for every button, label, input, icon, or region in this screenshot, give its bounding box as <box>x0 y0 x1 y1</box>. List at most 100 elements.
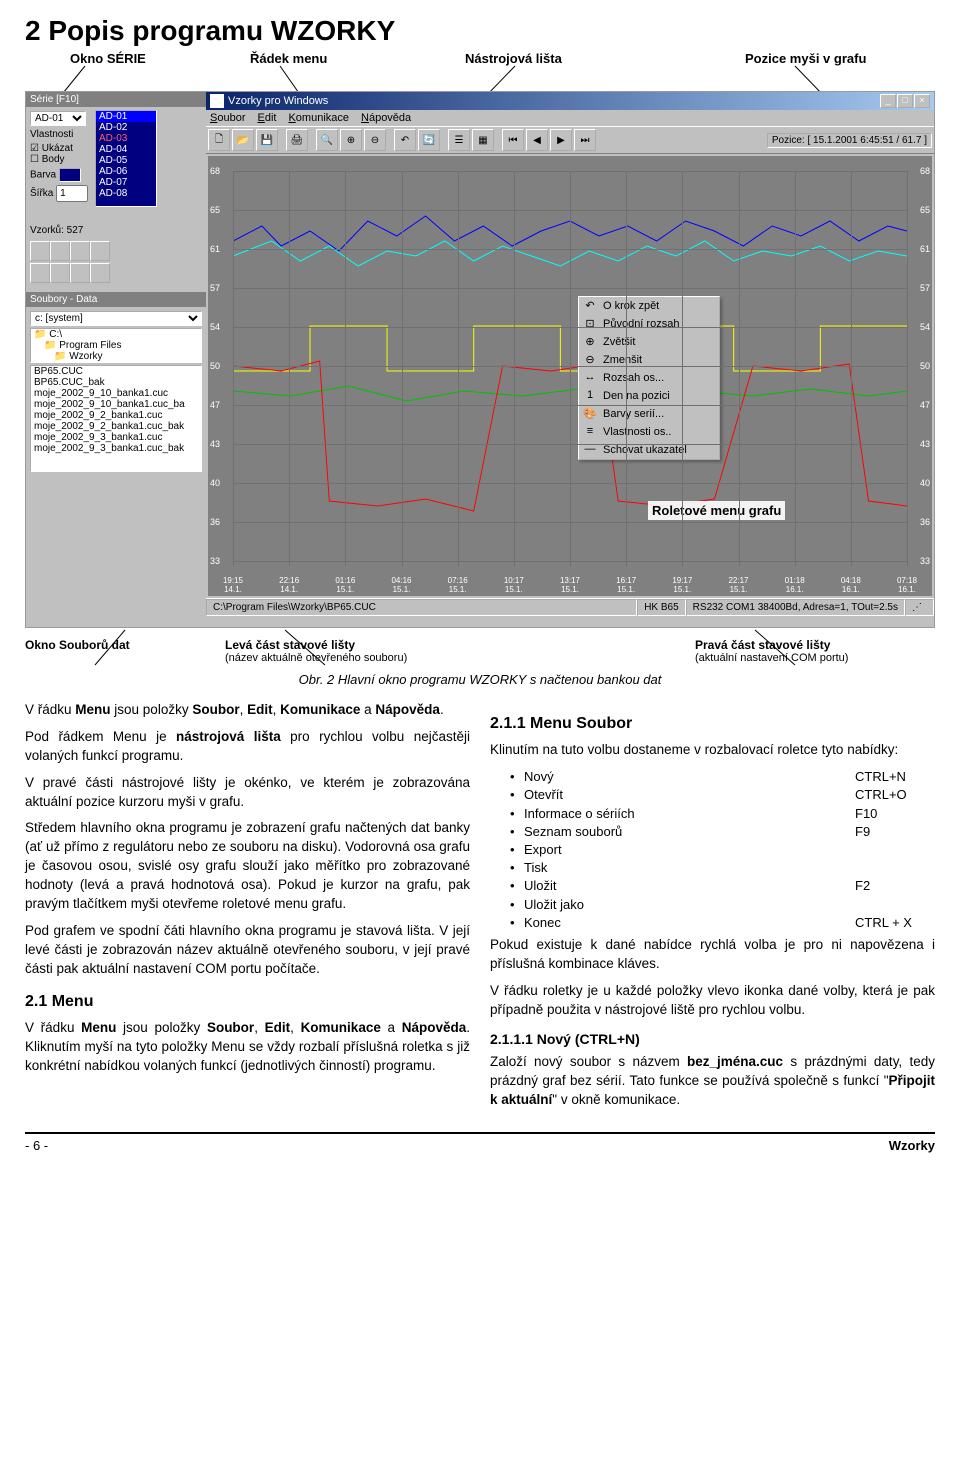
file-item[interactable]: moje_2002_9_2_banka1.cuc <box>31 410 201 421</box>
menu-item[interactable]: Soubor <box>210 112 245 124</box>
ctx-icon: ≡ <box>582 425 598 441</box>
ctx-menu-item[interactable]: ↔Rozsah os... <box>579 369 719 387</box>
layout-grid-1 <box>30 241 202 283</box>
grid-line-v <box>795 171 796 566</box>
tool-last[interactable]: ⏭ <box>574 129 596 151</box>
tool-list[interactable]: ☰ <box>448 129 470 151</box>
body-p4: Středem hlavního okna programu je zobraz… <box>25 819 470 913</box>
screenshot-container: Série [F10] AD-01 Vlastnosti ☑ Ukázat ☐ … <box>25 91 935 628</box>
window-title: Vzorky pro Windows <box>228 95 328 107</box>
grid-line-v <box>907 171 908 566</box>
ctx-menu-item[interactable]: 🎨Barvy serií... <box>579 405 719 423</box>
serie-list-item[interactable]: AD-02 <box>96 122 156 133</box>
ctx-menu-item[interactable]: 1Den na pozici <box>579 387 719 405</box>
y-tick-left: 47 <box>210 400 220 410</box>
chk-body[interactable]: ☐ Body <box>30 154 88 165</box>
ann-toolbar: Nástrojová lišta <box>465 51 562 66</box>
dir-item[interactable]: 📁 C:\ <box>31 329 201 340</box>
grid-btn[interactable] <box>90 263 110 283</box>
x-tick: 10:1715.1. <box>489 576 539 594</box>
tool-refresh[interactable]: 🔄 <box>418 129 440 151</box>
serie-select[interactable]: AD-01 <box>30 111 86 126</box>
resize-grip[interactable]: ⋰ <box>905 599 934 616</box>
tool-zoom-in[interactable]: ⊕ <box>340 129 362 151</box>
ctx-icon: ↔ <box>582 371 598 387</box>
ctx-menu-item[interactable]: ≡Vlastnosti os.. <box>579 423 719 441</box>
grid-btn[interactable] <box>50 263 70 283</box>
maximize-btn[interactable]: □ <box>897 94 913 108</box>
main-window: Vzorky pro Windows _ □ × Soubor Edit Komun… <box>206 92 934 627</box>
grid-btn[interactable] <box>70 263 90 283</box>
file-item[interactable]: moje_2002_9_10_banka1.cuc_ba <box>31 399 201 410</box>
ctx-menu-item[interactable]: ⊡Původní rozsah <box>579 315 719 333</box>
menu-item[interactable]: Komunikace <box>288 112 349 124</box>
top-annotations: Okno SÉRIE Řádek menu Nástrojová lišta P… <box>25 51 935 91</box>
grid-btn[interactable] <box>70 241 90 261</box>
grid-line-v <box>458 171 459 566</box>
ctx-icon: 1 <box>582 389 598 405</box>
file-item[interactable]: BP65.CUC_bak <box>31 377 201 388</box>
file-item[interactable]: moje_2002_9_3_banka1.cuc_bak <box>31 443 201 454</box>
close-btn[interactable]: × <box>914 94 930 108</box>
tool-open[interactable]: 📂 <box>232 129 254 151</box>
ctx-menu-item[interactable]: ⊕Zvětšit <box>579 333 719 351</box>
grid-btn[interactable] <box>30 241 50 261</box>
ctx-icon: ⊡ <box>582 317 598 333</box>
menu-item[interactable]: Edit <box>257 112 276 124</box>
drive-select[interactable]: c: [system] <box>30 311 202 326</box>
tool-prev[interactable]: ◀ <box>526 129 548 151</box>
x-tick: 22:1614.1. <box>264 576 314 594</box>
ctx-menu-item[interactable]: ↶O krok zpět <box>579 297 719 315</box>
dir-item[interactable]: 📁 Program Files <box>31 340 201 351</box>
chart-area[interactable]: ↶O krok zpět⊡Původní rozsah⊕Zvětšit⊖Zmen… <box>208 156 932 596</box>
dir-tree[interactable]: 📁 C:\📁 Program Files📁 Wzorky <box>30 328 202 363</box>
serie-list-item[interactable]: AD-05 <box>96 155 156 166</box>
grid-btn[interactable] <box>50 241 70 261</box>
soubor-menu-item: •Seznam souborůF9 <box>490 823 935 841</box>
tool-zoom-out[interactable]: ⊖ <box>364 129 386 151</box>
grid-btn[interactable] <box>30 263 50 283</box>
soubor-menu-item: •Export <box>490 841 935 859</box>
tool-save[interactable]: 💾 <box>256 129 278 151</box>
y-tick-right: 61 <box>920 244 930 254</box>
tool-next[interactable]: ▶ <box>550 129 572 151</box>
status-left: C:\Program Files\Wzorky\BP65.CUC <box>206 599 637 616</box>
serie-list-item[interactable]: AD-07 <box>96 177 156 188</box>
serie-list-item[interactable]: AD-06 <box>96 166 156 177</box>
file-item[interactable]: moje_2002_9_2_banka1.cuc_bak <box>31 421 201 432</box>
menu-item[interactable]: Nápověda <box>361 112 411 124</box>
file-list[interactable]: BP65.CUCBP65.CUC_bakmoje_2002_9_10_banka… <box>30 365 202 472</box>
tool-print[interactable]: 🖨 <box>286 129 308 151</box>
grid-btn[interactable] <box>90 241 110 261</box>
tool-first[interactable]: ⏮ <box>502 129 524 151</box>
tool-zoom-reset[interactable]: 🔍 <box>316 129 338 151</box>
ann-rollmenu: Roletové menu grafu <box>648 501 785 520</box>
y-tick-right: 40 <box>920 478 930 488</box>
tool-new[interactable]: 🗋 <box>208 129 230 151</box>
file-item[interactable]: moje_2002_9_10_banka1.cuc <box>31 388 201 399</box>
serie-list-item[interactable]: AD-03 <box>96 133 156 144</box>
y-tick-left: 36 <box>210 517 220 527</box>
serie-listbox[interactable]: AD-01AD-02AD-03AD-04AD-05AD-06AD-07AD-08 <box>95 110 157 207</box>
h-menu: 2.1 Menu <box>25 991 470 1013</box>
tool-grid[interactable]: ▦ <box>472 129 494 151</box>
dir-item[interactable]: 📁 Wzorky <box>31 351 201 362</box>
sirka-input[interactable] <box>56 185 88 202</box>
minimize-btn[interactable]: _ <box>880 94 896 108</box>
body-p8: Pokud existuje k dané nabídce rychlá vol… <box>490 936 935 974</box>
ann-serie: Okno SÉRIE <box>70 51 146 66</box>
y-tick-left: 68 <box>210 166 220 176</box>
serie-list-item[interactable]: AD-04 <box>96 144 156 155</box>
chk-ukazat[interactable]: ☑ Ukázat <box>30 143 88 154</box>
file-item[interactable]: BP65.CUC <box>31 366 201 377</box>
soubor-menu-item: •KonecCTRL + X <box>490 914 935 932</box>
tool-undo[interactable]: ↶ <box>394 129 416 151</box>
serie-list-item[interactable]: AD-08 <box>96 188 156 199</box>
soubor-menu-item: •OtevřítCTRL+O <box>490 786 935 804</box>
body-p3: V pravé části nástrojové lišty je okénko… <box>25 774 470 812</box>
file-item[interactable]: moje_2002_9_3_banka1.cuc <box>31 432 201 443</box>
body-p1: V řádku Menu jsou položky Soubor, Edit, … <box>25 701 470 720</box>
context-menu[interactable]: ↶O krok zpět⊡Původní rozsah⊕Zvětšit⊖Zmen… <box>578 296 720 460</box>
serie-list-item[interactable]: AD-01 <box>96 111 156 122</box>
grid-line-v <box>739 171 740 566</box>
